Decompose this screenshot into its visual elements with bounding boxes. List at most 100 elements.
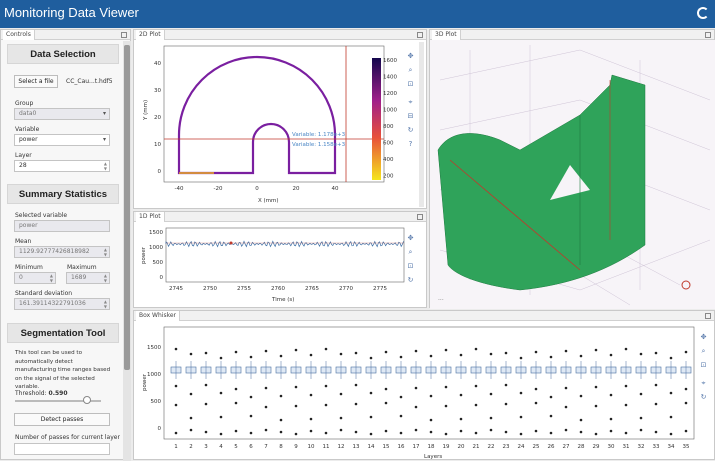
tab-2d-plot[interactable]: 2D Plot	[136, 30, 165, 40]
boxplot-x-tick: 26	[548, 444, 555, 450]
save-icon[interactable]: ⊟	[407, 112, 414, 120]
tab-1d-plot[interactable]: 1D Plot	[136, 212, 165, 222]
boxplot-x-tick: 10	[308, 444, 315, 450]
app-title: Monitoring Data Viewer	[4, 5, 139, 20]
outlier-point	[564, 428, 568, 432]
outlier-point	[669, 415, 673, 419]
plot2d-scrollbar[interactable]	[419, 42, 424, 207]
boxplot-x-tick: 11	[323, 444, 330, 450]
colorbar-tick: 1200	[383, 91, 397, 97]
reset-icon[interactable]: ↻	[407, 276, 414, 284]
box-zoom-icon[interactable]: ⊡	[407, 80, 414, 88]
boxplot-frame	[163, 326, 695, 440]
boxplot-panel: Box Whisker 1500 1000 500 0 1 2 3 4 5 6 7 8 9 10 11 12 1…	[133, 310, 715, 460]
zoom-icon[interactable]: ⌕	[408, 248, 413, 256]
outlier-point	[279, 354, 283, 358]
threshold-slider-track[interactable]	[15, 400, 101, 402]
outlier-point	[234, 401, 238, 405]
reset-icon[interactable]: ↻	[407, 126, 414, 134]
maximize-icon[interactable]	[417, 32, 423, 38]
outlier-point	[534, 401, 538, 405]
title-bar: Monitoring Data Viewer	[0, 0, 715, 28]
mean-field: 1129.92777426818982 ▲ ▼	[14, 246, 110, 258]
outlier-point	[369, 432, 373, 436]
outlier-point	[444, 385, 448, 389]
controls-scrollbar[interactable]	[123, 41, 131, 461]
passes-field[interactable]	[14, 443, 110, 455]
zoom-icon[interactable]: ⌕	[408, 66, 413, 74]
maximize-icon[interactable]	[121, 32, 127, 38]
help-icon[interactable]: ?	[408, 140, 413, 148]
hover-icon[interactable]: ⌖	[408, 98, 413, 106]
maximize-icon[interactable]	[417, 214, 423, 220]
variable-select[interactable]: power ▾	[14, 134, 110, 146]
outlier-point	[624, 403, 628, 407]
layer-input[interactable]: 28 ▲ ▼	[14, 160, 110, 172]
plot2d-x-tick: -40	[175, 186, 184, 192]
outlier-point	[534, 429, 538, 433]
boxplot-x-tick: 3	[204, 444, 208, 450]
selected-variable-field: power	[14, 220, 110, 232]
outlier-point	[474, 403, 478, 407]
colorbar-tick: 1400	[383, 75, 397, 81]
outlier-point	[519, 356, 523, 360]
tab-box-whisker[interactable]: Box Whisker	[136, 311, 181, 321]
pan-icon[interactable]: ✥	[700, 333, 707, 341]
tab-3d-plot[interactable]: 3D Plot	[432, 30, 461, 40]
boxplot-x-tick: 35	[683, 444, 690, 450]
threshold-slider-handle[interactable]	[83, 396, 91, 404]
tab-controls[interactable]: Controls	[3, 30, 35, 40]
outlier-point	[564, 349, 568, 353]
outlier-point	[264, 349, 268, 353]
boxplot-x-tick: 9	[294, 444, 298, 450]
plot1d-y-tick: 1500	[149, 230, 163, 236]
outlier-point	[414, 386, 418, 390]
more-icon[interactable]: ···	[438, 297, 444, 304]
outlier-point	[489, 352, 493, 356]
colorbar-tick: 400	[383, 157, 394, 163]
scrollbar-thumb[interactable]	[124, 45, 130, 370]
outlier-point	[609, 417, 613, 421]
zoom-icon[interactable]: ⌕	[701, 347, 706, 355]
boxplot-x-tick: 29	[593, 444, 600, 450]
outlier-point	[639, 428, 643, 432]
plot2d-xlabel: X (mm)	[258, 198, 279, 204]
detect-passes-button[interactable]: Detect passes	[14, 413, 110, 426]
plot1d-y-tick: 1000	[149, 245, 163, 251]
group-select[interactable]: data0 ▾	[14, 108, 110, 120]
boxplot-x-tick: 27	[563, 444, 570, 450]
outlier-point	[354, 430, 358, 434]
plot1d-y-tick: 0	[160, 275, 164, 281]
boxplot-x-tick: 6	[249, 444, 253, 450]
plot3d-svg[interactable]: ···	[430, 40, 715, 309]
boxplot-x-tick: 32	[638, 444, 645, 450]
box-zoom-icon[interactable]: ⊡	[700, 361, 707, 369]
maximize-icon[interactable]	[705, 313, 711, 319]
plot2d-svg[interactable]: Variable: 1.178e+3 Variable: 1.158e+3 -4…	[134, 40, 428, 210]
plot2d-x-tick: -20	[214, 186, 223, 192]
hover-icon[interactable]: ⌖	[701, 379, 706, 387]
reset-icon[interactable]: ↻	[700, 393, 707, 401]
plot1d-svg[interactable]: 2745 2750 2755 2760 2765 2770 2775 1500 1000 500 0…	[134, 222, 428, 309]
pan-icon[interactable]: ✥	[407, 52, 414, 60]
plot2d-x-tick: 20	[293, 186, 300, 192]
outlier-point	[309, 393, 313, 397]
chevron-down-icon: ▾	[102, 136, 106, 143]
stepper-icon[interactable]: ▲ ▼	[103, 161, 107, 171]
select-file-button[interactable]: Select a file	[14, 75, 58, 88]
threshold-row: Threshold: 0.590	[15, 390, 68, 397]
colorbar-tick: 600	[383, 141, 394, 147]
boxplot-x-tick: 16	[398, 444, 405, 450]
plot1d-ylabel: power	[141, 246, 147, 264]
outlier-point	[264, 405, 268, 409]
outlier-point	[219, 391, 223, 395]
pan-icon[interactable]: ✥	[407, 234, 414, 242]
colorbar-tick: 200	[383, 174, 394, 180]
outlier-point	[249, 431, 253, 435]
outlier-point	[669, 391, 673, 395]
box-zoom-icon[interactable]: ⊡	[407, 262, 414, 270]
outlier-point	[204, 383, 208, 387]
maximize-icon[interactable]	[705, 32, 711, 38]
outlier-point	[579, 418, 583, 422]
